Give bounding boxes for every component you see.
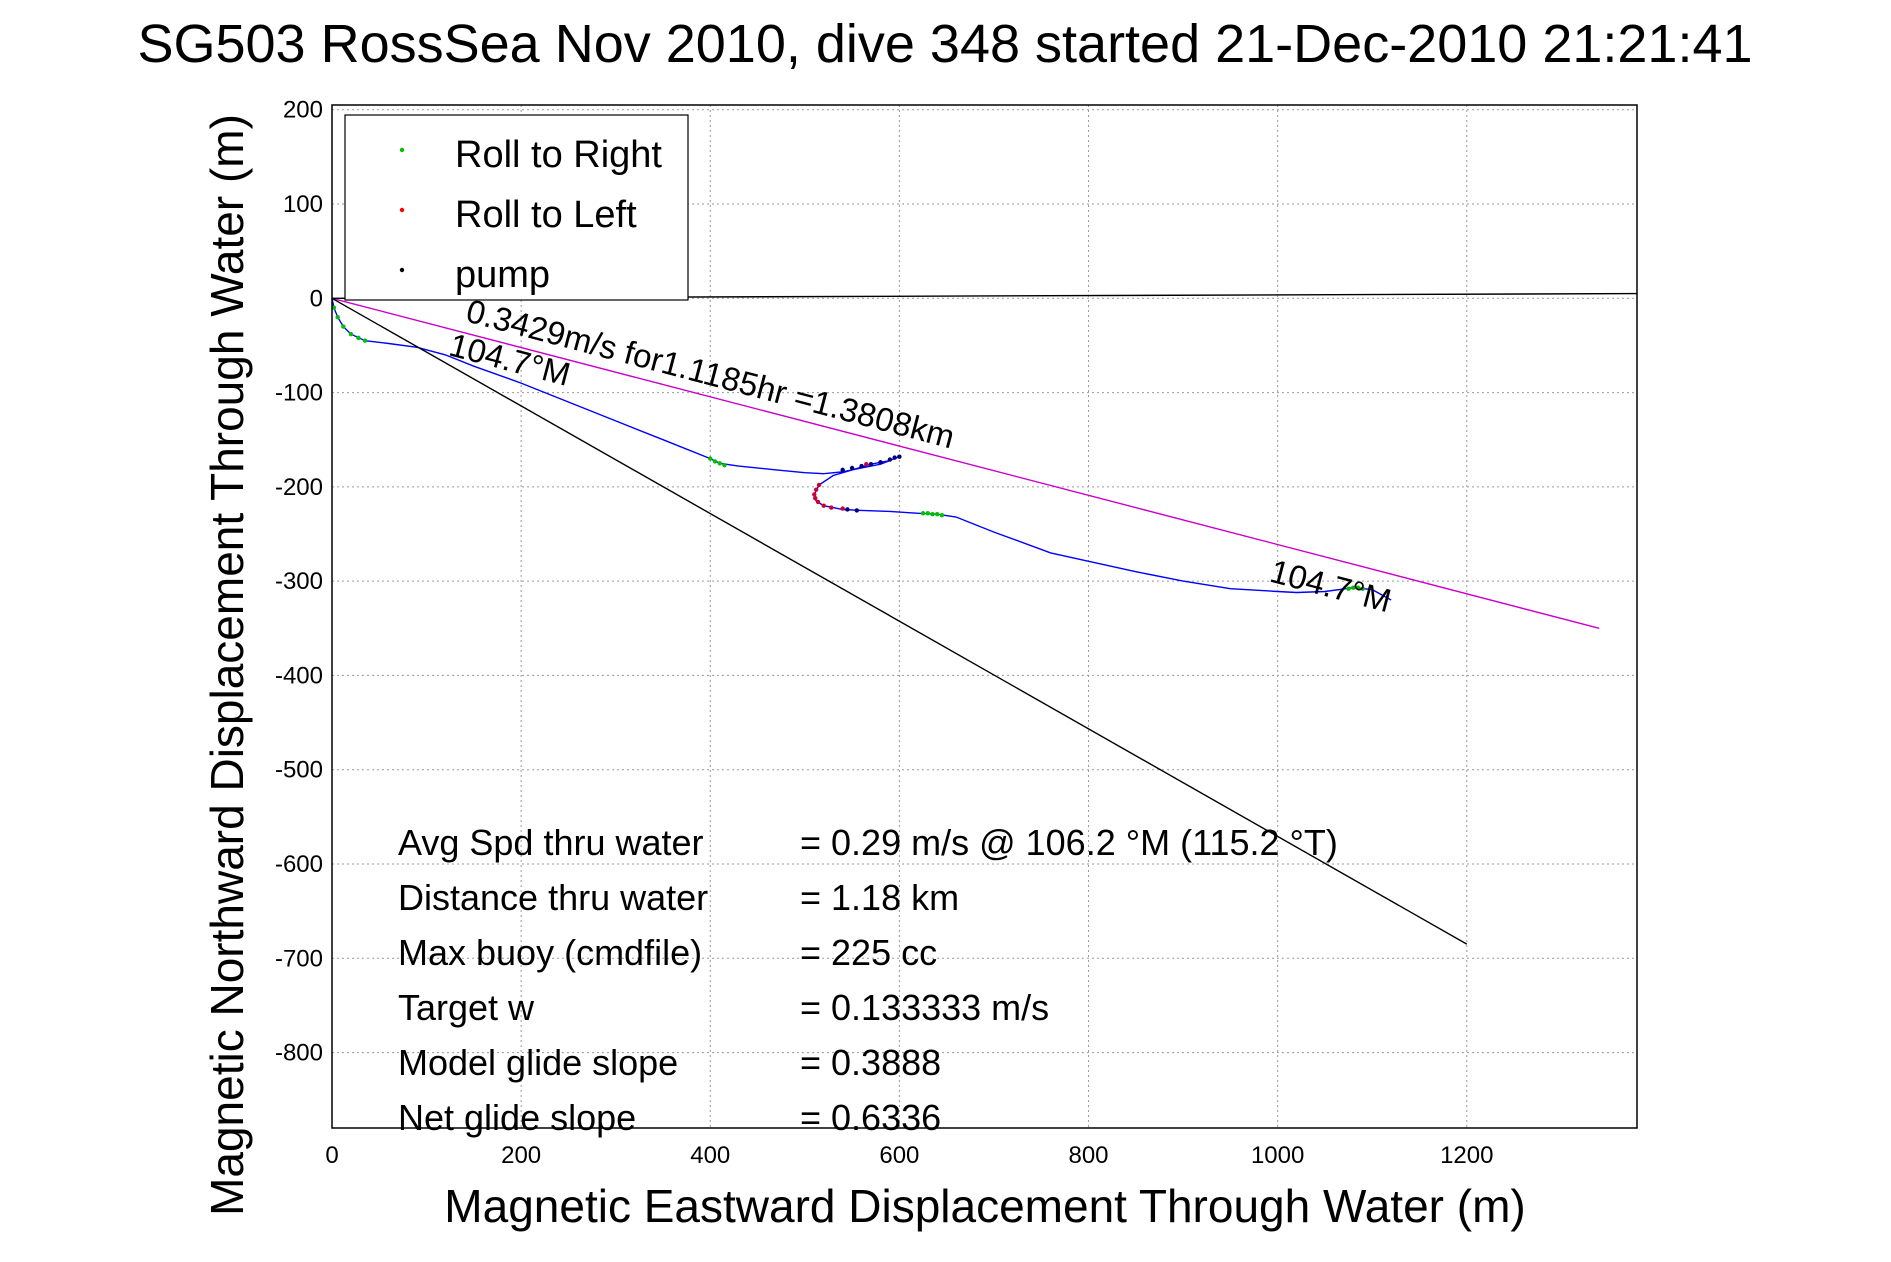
roll-left-marker (840, 506, 845, 511)
pump-marker (859, 463, 864, 469)
x-tick-label: 0 (325, 1142, 338, 1169)
y-tick-label: 200 (283, 97, 323, 124)
stat-label: Distance thru water (398, 877, 708, 918)
stat-value: = 0.133333 m/s (800, 987, 1049, 1028)
roll-left-marker (813, 495, 818, 501)
y-tick-label: -600 (275, 851, 323, 878)
roll-left-marker (815, 499, 821, 505)
series-line-2 (331, 297, 1468, 945)
y-tick-label: 100 (283, 191, 323, 218)
roll-right-marker (925, 511, 930, 516)
roll-right-marker (1346, 586, 1351, 591)
y-tick-label: -100 (275, 380, 323, 407)
stat-value: = 0.29 m/s @ 106.2 °M (115.2 °T) (800, 822, 1338, 863)
legend-label: pump (455, 254, 550, 296)
roll-right-marker (1351, 585, 1356, 590)
roll-right-marker (717, 461, 722, 466)
stat-value: = 225 cc (800, 932, 937, 973)
legend-marker (399, 207, 405, 213)
x-tick-label: 400 (690, 1142, 730, 1169)
pump-marker (845, 507, 850, 512)
legend-marker (399, 147, 405, 153)
x-axis-label: Magnetic Eastward Displacement Through W… (444, 1180, 1525, 1232)
roll-left-marker (813, 487, 819, 492)
x-tick-label: 1000 (1251, 1142, 1304, 1169)
pump-marker (840, 467, 845, 473)
plot-frame (331, 104, 1638, 1129)
roll-left-marker (816, 482, 822, 488)
legend: Roll to Right Roll to Left pump (344, 114, 689, 301)
y-axis-label: Magnetic Northward Displacement Through … (201, 114, 253, 1216)
pump-marker (897, 454, 902, 459)
roll-right-marker (920, 511, 926, 516)
x-tick-label: 1200 (1440, 1142, 1493, 1169)
legend-label: Roll to Left (455, 194, 637, 236)
roll-right-marker (362, 338, 368, 343)
pump-marker (849, 465, 855, 471)
markers-layer (331, 305, 1365, 591)
roll-left-marker (864, 462, 869, 467)
y-tick-label: -800 (275, 1040, 323, 1067)
stat-value: = 0.3888 (800, 1042, 941, 1083)
roll-left-marker (829, 505, 834, 510)
stats-block: Avg Spd thru water = 0.29 m/s @ 106.2 °M … (398, 822, 1338, 1138)
stat-label: Model glide slope (398, 1042, 678, 1083)
x-tick-label: 200 (501, 1142, 541, 1169)
roll-right-marker (722, 462, 727, 468)
roll-right-marker (341, 324, 346, 329)
series-line-1 (331, 297, 1600, 629)
stat-label: Net glide slope (398, 1097, 636, 1138)
stat-label: Avg Spd thru water (398, 822, 704, 863)
roll-right-marker (708, 456, 713, 461)
tick-labels: 0 200 400 600 800 1000 12002001000-100-200-300… (275, 97, 1494, 1169)
stat-label: Max buoy (cmdfile) (398, 932, 702, 973)
roll-right-marker (939, 512, 945, 518)
roll-right-marker (935, 512, 940, 517)
pump-marker (854, 508, 860, 513)
roll-right-marker (335, 314, 340, 320)
x-tick-label: 800 (1068, 1142, 1108, 1169)
pump-marker (892, 455, 897, 460)
pump-marker (878, 460, 883, 465)
legend-label: Roll to Right (455, 134, 662, 176)
y-tick-label: 0 (310, 285, 323, 312)
y-tick-label: -400 (275, 662, 323, 689)
roll-left-marker (812, 492, 817, 497)
y-tick-label: -500 (275, 757, 323, 784)
roll-right-marker (930, 512, 935, 517)
roll-right-marker (348, 331, 354, 337)
y-tick-label: -700 (275, 945, 323, 972)
stat-value: = 0.6336 (800, 1097, 941, 1138)
roll-right-marker (1360, 586, 1365, 591)
roll-right-marker (356, 335, 361, 341)
y-tick-label: -300 (275, 568, 323, 595)
roll-right-marker (1355, 585, 1361, 590)
legend-marker (399, 267, 405, 273)
roll-left-marker (821, 503, 826, 508)
pump-marker (868, 462, 874, 467)
chart-title: SG503 RossSea Nov 2010, dive 348 started… (137, 14, 1752, 74)
stat-label: Target w (398, 987, 535, 1028)
stat-value: = 1.18 km (800, 877, 959, 918)
y-tick-label: -200 (275, 474, 323, 501)
roll-right-marker (712, 459, 718, 464)
pump-marker (887, 457, 893, 462)
x-tick-label: 600 (879, 1142, 919, 1169)
roll-right-marker (331, 305, 337, 310)
